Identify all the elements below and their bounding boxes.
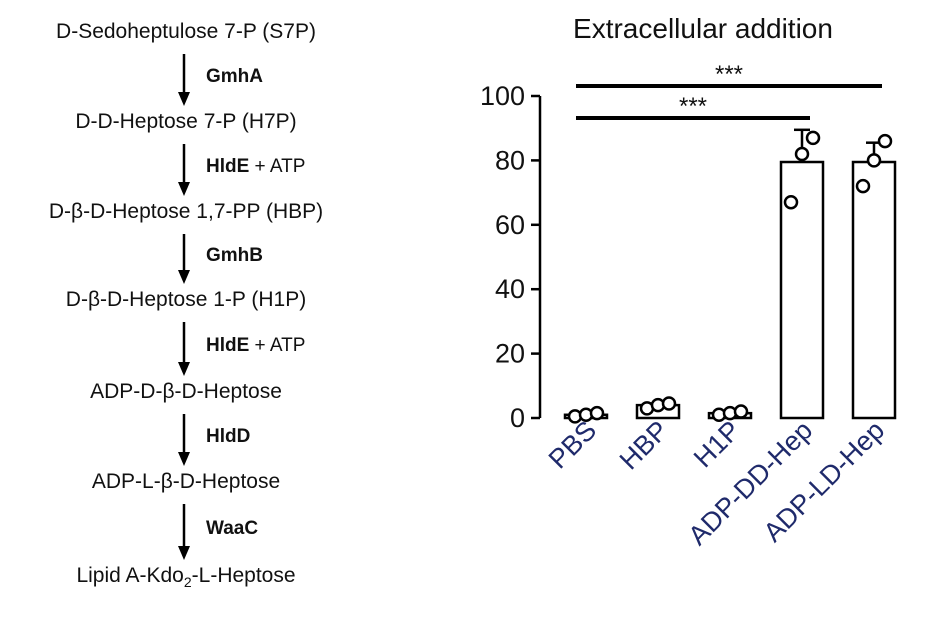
enzyme-name: GmhB — [206, 245, 263, 266]
enzyme-label: HldE + ATP — [206, 156, 305, 178]
data-point — [855, 178, 871, 194]
enzyme-label: HldD — [206, 426, 250, 448]
y-tick-label: 20 — [495, 339, 525, 369]
bar — [851, 160, 897, 420]
enzyme-label: WaaC — [206, 518, 258, 540]
down-arrow-icon — [178, 54, 190, 106]
significance-brackets: *** *** — [576, 61, 882, 120]
data-point — [805, 130, 821, 146]
y-tick-label: 40 — [495, 274, 525, 304]
data-point — [794, 146, 810, 162]
y-tick-label: 100 — [480, 81, 525, 111]
enzyme-name: HldE — [206, 335, 250, 356]
down-arrow-icon — [178, 504, 190, 560]
down-arrow-icon — [178, 144, 190, 196]
data-point — [661, 396, 677, 411]
final-label-sub: 2 — [183, 574, 192, 591]
biosynthesis-pathway: D-Sedoheptulose 7-P (S7P) GmhA D-D-Heptose… — [0, 0, 400, 624]
y-tick-label: 0 — [510, 403, 525, 433]
chart-error-bars — [578, 128, 882, 416]
significance-label: *** — [715, 61, 743, 88]
significance-label: *** — [679, 93, 707, 120]
data-point — [733, 404, 749, 419]
metabolite-label: D-β-D-Heptose 1-P (H1P) — [65, 288, 307, 311]
chart-bars — [563, 160, 897, 420]
metabolite-label: ADP-D-β-D-Heptose — [90, 380, 282, 403]
enzyme-label: GmhB — [206, 245, 263, 267]
down-arrow-icon — [178, 322, 190, 376]
x-tick-label: HBP — [614, 415, 674, 475]
down-arrow-icon — [178, 414, 190, 466]
final-label-post: -L-Heptose — [191, 564, 296, 587]
metabolite-label: D-D-Heptose 7-P (H7P) — [75, 110, 297, 133]
y-tick-label: 60 — [495, 210, 525, 240]
metabolite-label: D-Sedoheptulose 7-P (S7P) — [56, 20, 316, 43]
metabolite-label: ADP-L-β-D-Heptose — [91, 470, 281, 493]
enzyme-name: HldE — [206, 156, 250, 177]
enzyme-name: GmhA — [206, 66, 263, 87]
x-tick-label: PBS — [543, 415, 602, 474]
chart-axes: 0 20 40 60 80 100 — [480, 81, 542, 433]
x-tick-label: ADP-DD-Hep — [682, 415, 818, 551]
chart-points — [567, 130, 893, 424]
data-point — [589, 405, 605, 421]
metabolite-label: D-β-D-Heptose 1,7-PP (HBP) — [48, 200, 324, 223]
cofactor-label: + ATP — [249, 156, 306, 177]
final-label-pre: Lipid A-Kdo — [76, 564, 184, 587]
data-point — [877, 133, 893, 149]
down-arrow-icon — [178, 234, 190, 284]
metabolite-label-final: Lipid A-Kdo2-L-Heptose — [0, 564, 372, 590]
enzyme-name: WaaC — [206, 518, 259, 539]
data-point — [783, 195, 799, 210]
cofactor-label: + ATP — [249, 335, 306, 356]
enzyme-name: HldD — [206, 426, 251, 447]
data-point — [866, 153, 882, 168]
y-tick-label: 80 — [495, 145, 525, 175]
x-tick-label: H1P — [688, 415, 746, 473]
enzyme-label: HldE + ATP — [206, 335, 305, 357]
chart-title: Extracellular addition — [573, 13, 833, 44]
enzyme-label: GmhA — [206, 66, 263, 88]
